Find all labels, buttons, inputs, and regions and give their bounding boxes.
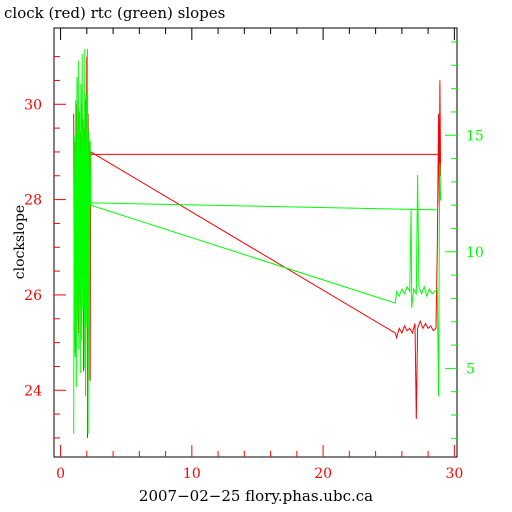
plot-frame <box>53 27 458 458</box>
series-clock-trace <box>73 56 442 438</box>
series-layer <box>73 48 442 438</box>
y-right-tick-label: 15 <box>466 128 484 144</box>
y-left-tick-label: 26 <box>24 288 42 304</box>
y-left-tick-label: 28 <box>24 193 42 209</box>
axes-layer: 0 10 20 30 24 26 28 30 5 10 15 <box>24 28 484 482</box>
x-axis-label: 2007−02−25 flory.phas.ubc.ca <box>139 487 373 505</box>
x-tick-label: 30 <box>445 466 463 482</box>
x-tick-label: 10 <box>183 466 201 482</box>
series-rtc-plateau <box>90 202 439 211</box>
series-rtc-trace <box>73 48 442 434</box>
x-tick-label: 0 <box>56 466 65 482</box>
y-left-tick-label: 24 <box>24 383 42 399</box>
y-axis-label: clockslope <box>12 205 28 279</box>
y-left-tick-label: 30 <box>24 97 42 113</box>
chart-title: clock (red) rtc (green) slopes <box>4 4 226 22</box>
y-right-tick-label: 10 <box>466 245 484 261</box>
y-right-tick-label: 5 <box>466 361 475 377</box>
x-tick-label: 20 <box>314 466 332 482</box>
